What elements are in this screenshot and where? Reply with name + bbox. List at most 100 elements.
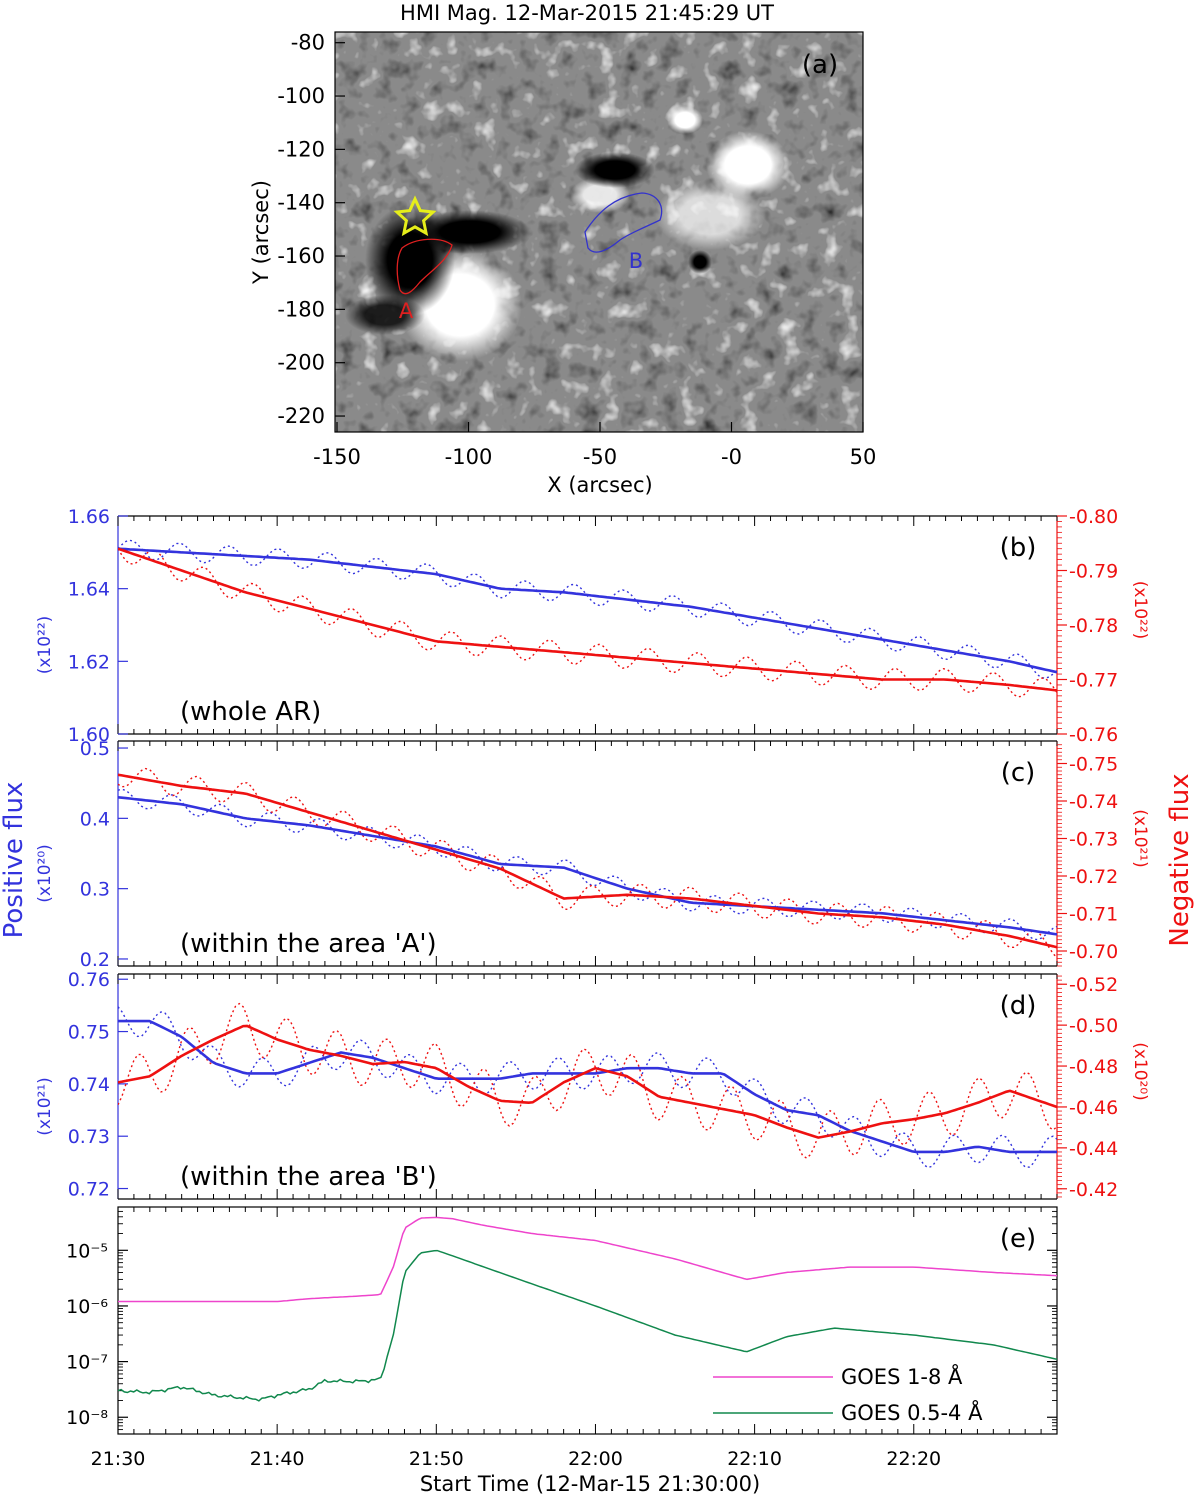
panel-e: 21:30 21:40 21:50 22:00 22:10 22:20 10⁻⁸ 10⁻⁷ 10… xyxy=(66,1206,1058,1470)
panel-a-x-axis: -150 -100 -50 -0 50 xyxy=(313,422,876,469)
time-tick-label: 21:30 xyxy=(91,1448,146,1470)
panel-label: (c) xyxy=(1001,758,1036,788)
panel-a-x-axis-label: X (arcsec) xyxy=(547,473,652,497)
series-group xyxy=(118,1002,1057,1169)
left-tick-label: 0.2 xyxy=(80,949,110,971)
time-tick-label: 22:00 xyxy=(568,1448,623,1470)
region-b-label: B xyxy=(629,249,643,273)
positive-flux-line xyxy=(118,547,1057,674)
right-tick-label: -0.50 xyxy=(1069,1015,1118,1037)
right-tick-label: -0.70 xyxy=(1069,941,1118,963)
left-tick-label: 1.64 xyxy=(68,579,110,601)
time-tick-label: 21:50 xyxy=(409,1448,464,1470)
right-tick-label: -0.52 xyxy=(1069,974,1118,996)
left-unit-label: (x10²²) xyxy=(35,616,55,675)
right-tick-label: -0.42 xyxy=(1069,1179,1118,1201)
positive-flux-line xyxy=(118,1019,1057,1154)
log-tick-label: 10⁻⁸ xyxy=(66,1407,108,1429)
left-tick-label: 1.60 xyxy=(68,724,110,746)
right-tick-label: -0.78 xyxy=(1069,615,1118,637)
right-tick-label: -0.75 xyxy=(1069,754,1118,776)
right-tick-label: -0.44 xyxy=(1069,1138,1118,1160)
panel-a-y-tick-label: -100 xyxy=(277,84,325,108)
negative-flux-line xyxy=(118,547,1057,692)
negative-flux-label: Negative flux xyxy=(1165,773,1195,946)
panel-a-x-tick-label: -50 xyxy=(583,445,617,469)
right-tick-label: -0.76 xyxy=(1069,724,1118,746)
panel-a-label: (a) xyxy=(802,50,838,80)
panel-a-y-tick-label: -160 xyxy=(277,244,325,268)
left-tick-label: 0.3 xyxy=(80,879,110,901)
legend-label: GOES 0.5-4 Å xyxy=(841,1399,983,1425)
series-group xyxy=(118,767,1057,959)
time-tick-label: 22:10 xyxy=(727,1448,782,1470)
panel-a-y-axis-label: Y (arcsec) xyxy=(249,180,273,285)
right-tick-label: -0.72 xyxy=(1069,866,1118,888)
left-tick-label: 1.62 xyxy=(68,651,110,673)
negative-flux-line xyxy=(118,1024,1057,1139)
panel-b: 1.60 1.62 1.64 1.66 -0.76 -0.77 -0.78 -0.79 -0.8… xyxy=(35,506,1150,746)
left-tick-label: 0.76 xyxy=(68,969,110,991)
panel-a-title: HMI Mag. 12-Mar-2015 21:45:29 UT xyxy=(400,1,774,25)
log-tick-label: 10⁻⁷ xyxy=(66,1352,108,1374)
negative-flux-line xyxy=(118,773,1057,949)
right-unit-label: (x10²¹) xyxy=(1130,809,1150,868)
right-tick-label: -0.48 xyxy=(1069,1056,1118,1078)
left-unit-label: (x10²¹) xyxy=(35,1077,55,1136)
panel-a-y-tick-label: -80 xyxy=(291,31,325,55)
time-tick-label: 22:20 xyxy=(886,1448,941,1470)
panel-a-y-tick-label: -180 xyxy=(277,297,325,321)
goes-short-line xyxy=(117,1249,1058,1402)
magnetogram xyxy=(334,31,864,433)
series-group xyxy=(118,539,1057,698)
left-tick-label: 0.4 xyxy=(80,808,110,830)
left-tick-label: 0.74 xyxy=(68,1074,110,1096)
region-a-label: A xyxy=(399,299,414,323)
right-tick-label: -0.79 xyxy=(1069,561,1118,583)
panel-a-y-tick-label: -200 xyxy=(277,351,325,375)
panel-a-x-tick-label: -100 xyxy=(445,445,493,469)
left-unit-label: (x10²⁰) xyxy=(35,844,55,903)
left-tick-label: 1.66 xyxy=(68,506,110,528)
magnetogram-features xyxy=(345,106,790,361)
panel-annotation: (within the area 'A') xyxy=(180,929,437,959)
panel-label: (b) xyxy=(1000,533,1037,563)
left-tick-label: 0.73 xyxy=(68,1126,110,1148)
goes-long-line xyxy=(118,1216,1058,1303)
panel-a-y-tick-label: -120 xyxy=(277,137,325,161)
panel-d: 0.72 0.73 0.74 0.75 0.76 -0.42 -0.44 -0.46 -0.48… xyxy=(35,969,1150,1201)
positive-flux-label: Positive flux xyxy=(0,782,29,939)
panel-a-x-tick-label: -150 xyxy=(313,445,361,469)
panel-a-y-tick-label: -220 xyxy=(277,404,325,428)
right-tick-label: -0.80 xyxy=(1069,506,1118,528)
right-tick-label: -0.71 xyxy=(1069,904,1118,926)
right-tick-label: -0.77 xyxy=(1069,670,1118,692)
positive-flux-line xyxy=(118,796,1057,936)
panel-label: (e) xyxy=(1000,1224,1036,1254)
right-tick-label: -0.46 xyxy=(1069,1097,1118,1119)
panel-a-x-tick-label: 50 xyxy=(850,445,877,469)
left-tick-label: 0.72 xyxy=(68,1179,110,1201)
positive-flux-raw-line xyxy=(118,539,1057,680)
panel-label: (d) xyxy=(1000,991,1037,1021)
time-axis-label: Start Time (12-Mar-15 21:30:00) xyxy=(420,1472,760,1496)
left-tick-label: 0.5 xyxy=(80,738,110,760)
right-unit-label: (x10²²) xyxy=(1130,581,1150,640)
right-tick-label: -0.74 xyxy=(1069,791,1118,813)
right-unit-label: (x10²⁰) xyxy=(1130,1042,1150,1101)
legend-label: GOES 1-8 Å xyxy=(841,1363,963,1389)
panel-annotation: (whole AR) xyxy=(180,697,321,727)
panel-a-y-tick-label: -140 xyxy=(277,191,325,215)
right-tick-label: -0.73 xyxy=(1069,829,1118,851)
region-b-contour xyxy=(584,192,663,253)
panel-annotation: (within the area 'B') xyxy=(180,1162,437,1192)
negative-flux-raw-line xyxy=(118,1002,1057,1159)
panel-e-frame xyxy=(117,1206,1058,1435)
panel-a-x-tick-label: -0 xyxy=(721,445,742,469)
star-icon xyxy=(393,195,437,237)
region-a-contour xyxy=(396,238,453,295)
panel-c: 0.2 0.3 0.4 0.5 -0.70 -0.71 -0.72 -0.73 -0.74 -0.… xyxy=(35,738,1150,971)
panel-a-y-axis: -80 -100 -120 -140 -160 -180 -200 -220 xyxy=(277,31,345,428)
left-tick-label: 0.75 xyxy=(68,1022,110,1044)
